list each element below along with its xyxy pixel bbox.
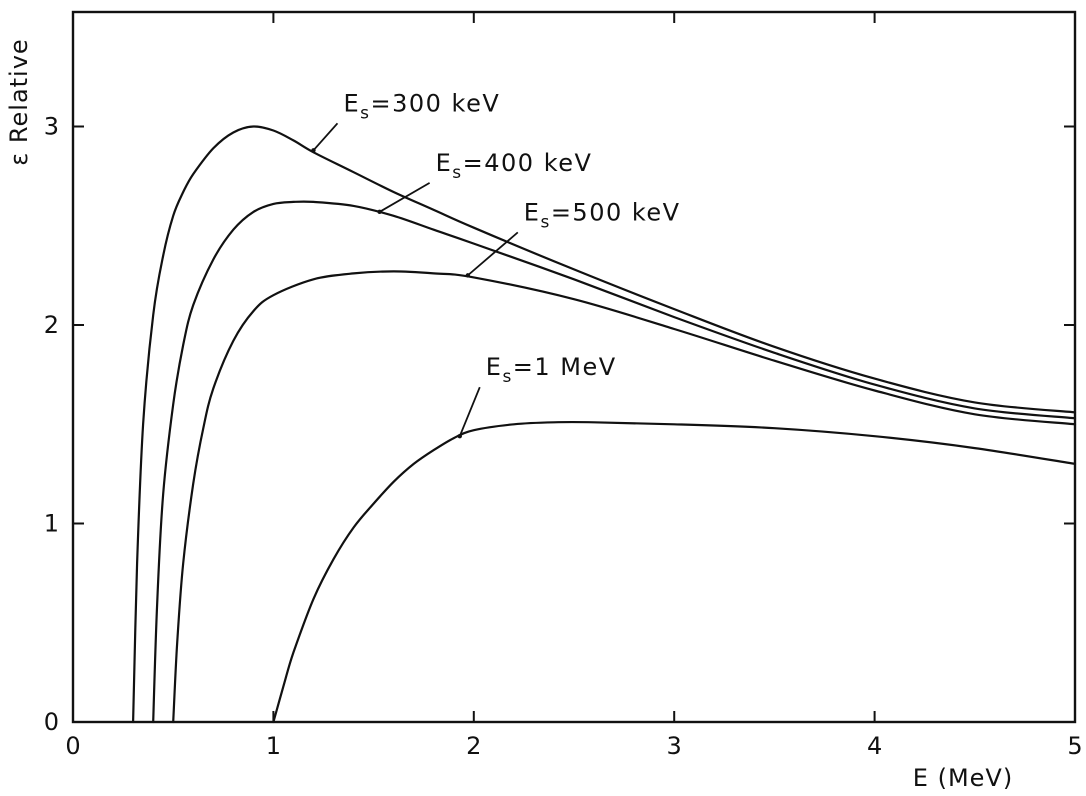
x-tick-label: 5 — [1067, 732, 1082, 760]
y-tick-label: 2 — [44, 311, 59, 339]
y-tick-label: 3 — [44, 113, 59, 141]
x-tick-label: 3 — [667, 732, 682, 760]
x-tick-label: 4 — [867, 732, 882, 760]
series-label-es400: Es=400 keV — [436, 149, 593, 183]
series-label-es300: Es=300 keV — [343, 89, 500, 123]
annotation-dot — [311, 148, 316, 153]
y-tick-label: 0 — [44, 708, 59, 736]
series-line-es300 — [132, 125, 1077, 724]
series-line-es400 — [152, 200, 1077, 724]
annotation-dot — [457, 433, 462, 439]
x-axis-title: E (MeV) — [913, 764, 1013, 792]
annotation-leader — [379, 182, 431, 213]
plot-frame — [71, 10, 1077, 724]
annotation-dot — [465, 273, 470, 278]
series-line-es1mev — [272, 420, 1077, 724]
y-tick-label: 1 — [44, 510, 59, 538]
series-annotations: Es=300 keV Es=400 keV Es=500 keV Es=1 MeV — [311, 89, 681, 439]
axis-ticks: 0 1 2 3 4 5 0 1 2 3 — [44, 12, 1083, 760]
annotation-leader — [467, 231, 519, 277]
y-axis-title: ε Relative — [5, 38, 33, 165]
x-tick-label: 0 — [65, 732, 80, 760]
series-line-es500 — [172, 270, 1077, 724]
x-tick-label: 1 — [266, 732, 281, 760]
annotation-dot — [377, 209, 382, 215]
annotation-leader — [458, 386, 481, 437]
series-label-es500: Es=500 keV — [524, 198, 681, 232]
annotation-leader — [312, 122, 339, 151]
x-tick-label: 2 — [466, 732, 481, 760]
series-label-es1mev: Es=1 MeV — [486, 353, 617, 387]
data-series — [132, 125, 1077, 724]
